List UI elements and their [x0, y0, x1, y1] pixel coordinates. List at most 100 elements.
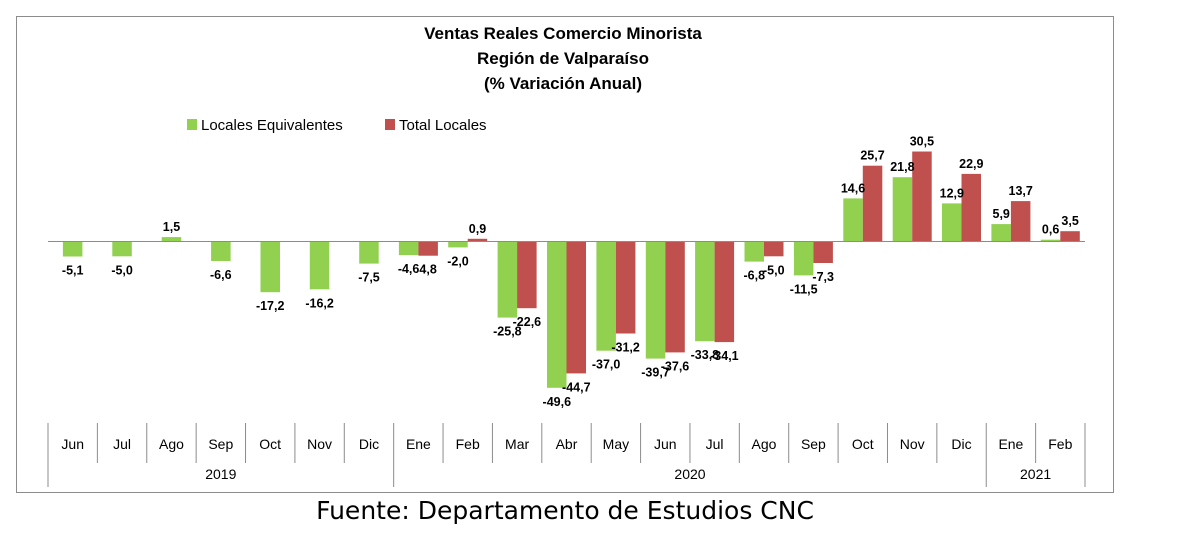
year-label-2021: 2021: [1020, 466, 1051, 482]
bar-total-locales-16: [813, 241, 833, 263]
bar-locales-equivalentes-9: [448, 241, 468, 248]
tick-label-3: Ago: [159, 436, 184, 452]
label-locales-equivalentes-18: 21,8: [890, 160, 914, 174]
legend-swatch-2: [385, 119, 395, 130]
tick-label-17: Oct: [852, 436, 874, 452]
tick-label-14: Jul: [706, 436, 724, 452]
label-total-locales-8: 4,8: [419, 263, 436, 277]
label-total-locales-20: 13,7: [1009, 184, 1033, 198]
label-total-locales-18: 30,5: [910, 135, 934, 149]
bar-locales-equivalentes-4: [211, 241, 231, 261]
label-locales-equivalentes-5: -17,2: [256, 299, 285, 313]
tick-label-16: Sep: [801, 436, 826, 452]
label-locales-equivalentes-12: -37,0: [592, 358, 621, 372]
label-total-locales-21: 3,5: [1061, 214, 1078, 228]
label-locales-equivalentes-19: 12,9: [940, 186, 964, 200]
tick-label-18: Nov: [900, 436, 925, 452]
label-locales-equivalentes-9: -2,0: [447, 254, 469, 268]
bar-locales-equivalentes-5: [260, 241, 280, 293]
tick-label-21: Feb: [1048, 436, 1072, 452]
legend-label-1: Locales Equivalentes: [201, 117, 343, 134]
bar-locales-equivalentes-8: [398, 241, 419, 256]
bar-locales-equivalentes-10: [497, 241, 518, 318]
bar-locales-equivalentes-2: [112, 241, 132, 257]
tick-label-7: Dic: [359, 436, 379, 452]
label-total-locales-12: -31,2: [611, 341, 640, 355]
tick-label-15: Ago: [752, 436, 777, 452]
tick-label-10: Mar: [505, 436, 529, 452]
x-axis: Jun Jul Ago Sep Oct Nov Dic Ene Feb Mar Abr May Jun J…: [47, 241, 1086, 487]
bar-locales-equivalentes-13: [645, 241, 666, 359]
label-locales-equivalentes-14: -33,8: [691, 348, 720, 362]
bar-total-locales-9: [467, 238, 488, 242]
label-total-locales-14: -34,1: [710, 349, 739, 363]
tick-label-2: Jul: [113, 436, 131, 452]
bar-total-locales-12: [615, 241, 636, 334]
bar-locales-equivalentes-19: [942, 203, 962, 242]
tick-label-19: Dic: [951, 436, 971, 452]
bars: [62, 151, 1080, 388]
bar-locales-equivalentes-21: [1040, 239, 1061, 242]
bar-total-locales-17: [862, 165, 883, 242]
year-label-2020: 2020: [674, 466, 705, 482]
bar-total-locales-19: [961, 173, 981, 242]
bar-locales-equivalentes-6: [309, 241, 330, 290]
chart-svg: Ventas Reales Comercio Minorista Región d…: [47, 24, 1086, 487]
label-locales-equivalentes-4: -6,6: [210, 268, 232, 282]
label-total-locales-15: -5,0: [763, 263, 785, 277]
year-label-2019: 2019: [205, 466, 236, 482]
label-locales-equivalentes-15: -6,8: [744, 269, 766, 283]
label-locales-equivalentes-3: 1,5: [163, 220, 180, 234]
bar-total-locales-21: [1060, 231, 1080, 242]
legend: Locales Equivalentes Total Locales: [187, 117, 487, 134]
tick-label-20: Ene: [998, 436, 1023, 452]
label-locales-equivalentes-10: -25,8: [493, 325, 522, 339]
chart-title-line-1: Ventas Reales Comercio Minorista: [424, 24, 702, 43]
label-locales-equivalentes-16: -11,5: [790, 282, 818, 296]
chart-title-line-2: Región de Valparaíso: [477, 49, 649, 68]
label-total-locales-17: 25,7: [860, 149, 884, 163]
label-total-locales-19: 22,9: [959, 157, 983, 171]
bar-locales-equivalentes-17: [843, 198, 863, 242]
bar-locales-equivalentes-11: [547, 241, 567, 388]
bar-locales-equivalentes-7: [359, 241, 379, 264]
chart-title: Ventas Reales Comercio Minorista Región d…: [424, 24, 702, 93]
bar-locales-equivalentes-16: [793, 241, 814, 276]
tick-label-12: May: [603, 436, 629, 452]
bar-locales-equivalentes-3: [161, 237, 182, 242]
label-total-locales-9: 0,9: [469, 222, 486, 236]
bar-total-locales-8: [418, 241, 438, 256]
tick-label-9: Feb: [456, 436, 480, 452]
bar-total-locales-18: [912, 151, 932, 242]
label-locales-equivalentes-1: -5,1: [62, 264, 84, 278]
bar-locales-equivalentes-18: [892, 177, 913, 242]
label-locales-equivalentes-13: -39,7: [641, 366, 670, 380]
bar-locales-equivalentes-14: [695, 241, 715, 342]
bar-locales-equivalentes-1: [62, 241, 83, 257]
label-locales-equivalentes-21: 0,6: [1042, 223, 1059, 237]
legend-swatch-1: [187, 119, 197, 130]
label-locales-equivalentes-2: -5,0: [111, 263, 133, 277]
bar-total-locales-13: [665, 241, 685, 353]
label-locales-equivalentes-8: -4,6: [398, 262, 420, 276]
tick-label-8: Ene: [406, 436, 431, 452]
bar-total-locales-20: [1010, 201, 1031, 242]
tick-label-4: Sep: [208, 436, 233, 452]
tick-label-5: Oct: [259, 436, 281, 452]
chart-frame: Ventas Reales Comercio Minorista Región d…: [16, 16, 1114, 493]
bar-locales-equivalentes-15: [744, 241, 764, 262]
tick-label-1: Jun: [61, 436, 84, 452]
label-locales-equivalentes-17: 14,6: [841, 181, 865, 195]
label-total-locales-16: -7,3: [812, 270, 834, 284]
tick-label-11: Abr: [556, 436, 578, 452]
label-locales-equivalentes-11: -49,6: [543, 395, 572, 409]
tick-label-13: Jun: [654, 436, 677, 452]
tick-label-6: Nov: [307, 436, 332, 452]
bar-locales-equivalentes-20: [991, 224, 1011, 242]
legend-label-2: Total Locales: [399, 117, 487, 134]
bar-total-locales-15: [764, 241, 784, 257]
label-total-locales-11: -44,7: [562, 380, 591, 394]
source-note: Fuente: Departamento de Estudios CNC: [316, 496, 814, 525]
label-total-locales-10: -22,6: [513, 315, 542, 329]
label-locales-equivalentes-6: -16,2: [305, 296, 334, 310]
